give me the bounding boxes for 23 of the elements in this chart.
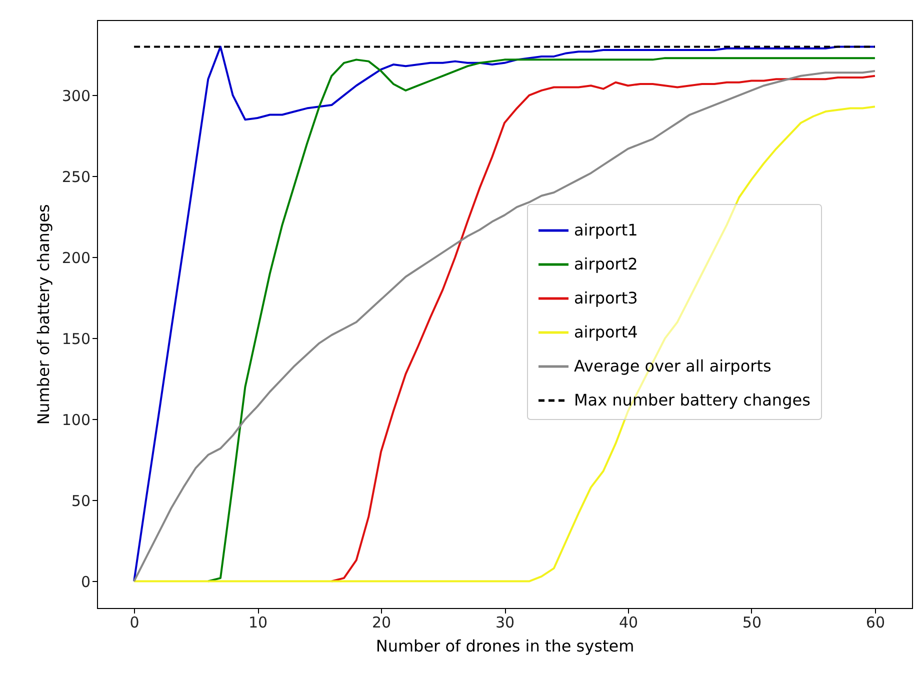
y-tick-label: 200	[62, 248, 90, 267]
legend-label: Max number battery changes	[574, 390, 810, 410]
legend-label: airport1	[574, 220, 638, 240]
y-tick-label: 0	[80, 572, 90, 591]
y-axis-title: Number of battery changes	[34, 204, 53, 425]
legend-label: airport3	[574, 288, 638, 308]
x-tick-label: 0	[130, 614, 140, 632]
x-tick-label: 30	[495, 614, 515, 632]
x-tick-label: 40	[618, 614, 638, 632]
x-tick-label: 20	[372, 614, 392, 632]
y-tick-label: 300	[62, 86, 90, 105]
y-tick-label: 50	[71, 492, 90, 510]
legend-label: Average over all airports	[574, 356, 772, 376]
legend-label: airport4	[574, 322, 638, 342]
line-series	[330, 74, 876, 582]
x-tick-label: 10	[248, 614, 268, 632]
legend-label: airport2	[574, 254, 638, 274]
y-tick-label: 250	[62, 168, 90, 186]
y-tick-label: 150	[62, 330, 90, 348]
y-tick-label: 100	[62, 410, 90, 429]
x-tick-label: 50	[742, 614, 762, 632]
x-tick-label: 60	[866, 614, 885, 632]
x-axis-title: Number of drones in the system	[376, 636, 634, 656]
